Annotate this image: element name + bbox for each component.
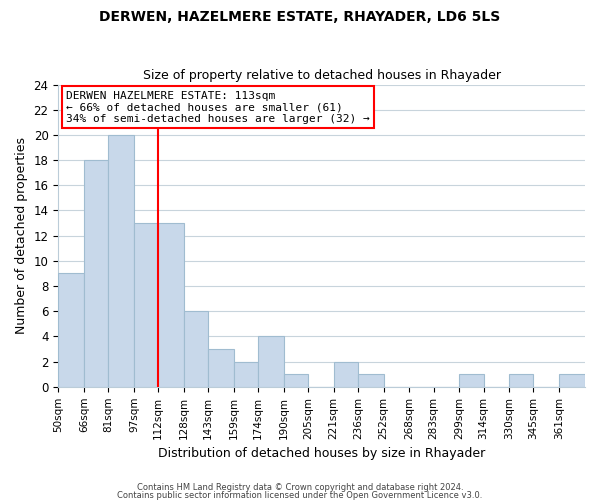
Bar — [234, 362, 258, 387]
Text: Contains HM Land Registry data © Crown copyright and database right 2024.: Contains HM Land Registry data © Crown c… — [137, 484, 463, 492]
Text: DERWEN HAZELMERE ESTATE: 113sqm
← 66% of detached houses are smaller (61)
34% of: DERWEN HAZELMERE ESTATE: 113sqm ← 66% of… — [66, 90, 370, 124]
Bar — [158, 223, 184, 387]
Bar — [258, 336, 284, 387]
Bar — [460, 374, 484, 387]
Bar — [84, 160, 108, 387]
Y-axis label: Number of detached properties: Number of detached properties — [15, 137, 28, 334]
Bar — [134, 223, 158, 387]
Bar — [284, 374, 308, 387]
X-axis label: Distribution of detached houses by size in Rhayader: Distribution of detached houses by size … — [158, 447, 485, 460]
Bar — [559, 374, 585, 387]
Title: Size of property relative to detached houses in Rhayader: Size of property relative to detached ho… — [143, 69, 500, 82]
Bar — [208, 349, 234, 387]
Text: Contains public sector information licensed under the Open Government Licence v3: Contains public sector information licen… — [118, 490, 482, 500]
Text: DERWEN, HAZELMERE ESTATE, RHAYADER, LD6 5LS: DERWEN, HAZELMERE ESTATE, RHAYADER, LD6 … — [100, 10, 500, 24]
Bar — [58, 274, 84, 387]
Bar — [108, 135, 134, 387]
Bar — [184, 312, 208, 387]
Bar — [334, 362, 358, 387]
Bar — [358, 374, 383, 387]
Bar — [509, 374, 533, 387]
